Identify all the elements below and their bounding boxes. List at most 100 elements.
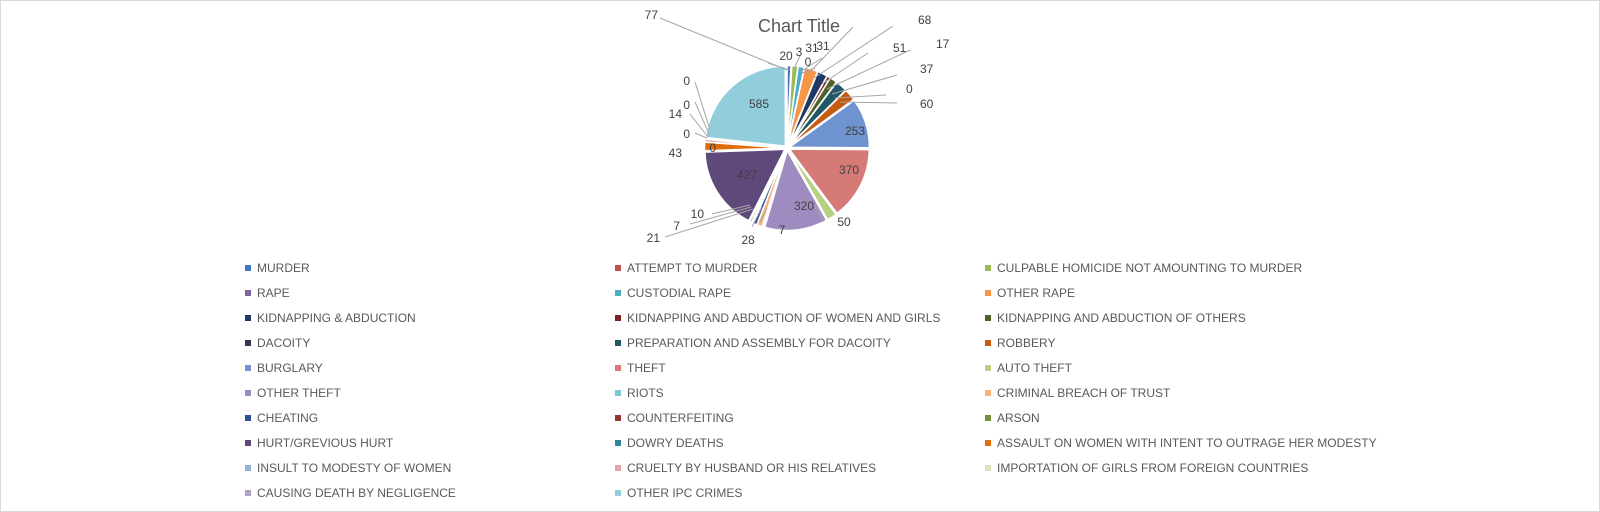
pie-slice-auto-theft [787, 149, 838, 221]
legend-swatch [985, 264, 991, 271]
legend-item: DACOITY [245, 330, 615, 355]
data-label-inside: 320 [794, 199, 814, 213]
legend-item: CRIMINAL BREACH OF TRUST [985, 380, 1385, 405]
legend-label: CHEATING [257, 411, 319, 426]
data-label: 43 [669, 146, 683, 160]
legend-item: CHEATING [245, 406, 615, 431]
legend-label: KIDNAPPING AND ABDUCTION OF OTHERS [997, 310, 1246, 325]
leader-line [799, 57, 823, 73]
pie-slice-hurt-grevious-hurt [704, 148, 787, 222]
legend-label: OTHER THEFT [257, 386, 341, 401]
leader-line [689, 113, 709, 138]
pie-slice-other-ipc-crimes [704, 65, 787, 147]
leader-line [834, 94, 887, 99]
data-label: 21 [647, 231, 661, 245]
legend-item: RAPE [245, 280, 615, 305]
legend-label: IMPORTATION OF GIRLS FROM FOREIGN COUNTR… [997, 461, 1309, 476]
data-label-inside: 585 [749, 97, 769, 111]
data-label: 10 [691, 207, 705, 221]
data-label: 7 [779, 223, 786, 237]
data-label: 0 [805, 55, 812, 69]
legend-item: MURDER [245, 255, 615, 280]
legend-label: KIDNAPPING AND ABDUCTION OF WOMEN AND GI… [627, 310, 941, 325]
legend-swatch [615, 415, 621, 422]
data-label: 50 [837, 215, 851, 229]
legend-swatch [245, 440, 251, 447]
legend-label: RAPE [257, 285, 290, 300]
legend-item: ATTEMPT TO MURDER [615, 255, 985, 280]
legend-swatch [985, 314, 991, 321]
legend-swatch [615, 390, 621, 397]
leader-line [751, 206, 763, 228]
legend-label: ATTEMPT TO MURDER [627, 260, 758, 275]
legend-label: OTHER RAPE [997, 285, 1076, 300]
legend-swatch [245, 490, 251, 497]
legend-item: CRUELTY BY HUSBAND OR HIS RELATIVES [615, 456, 985, 481]
legend-swatch [615, 314, 621, 321]
leader-line [689, 206, 752, 225]
legend-label: THEFT [627, 360, 666, 375]
leader-line [759, 207, 768, 223]
legend-item: COUNTERFEITING [615, 406, 985, 431]
legend-item: DOWRY DEATHS [615, 431, 985, 456]
data-label: 37 [920, 62, 934, 76]
data-label: 28 [741, 233, 755, 247]
inside-data-labels: 253 370 320 427 585 [737, 97, 865, 213]
legend-swatch [245, 415, 251, 422]
data-label: 51 [893, 41, 907, 55]
legend-swatch [615, 490, 621, 497]
legend-item: KIDNAPPING AND ABDUCTION OF OTHERS [985, 305, 1385, 330]
legend-swatch [985, 465, 991, 472]
legend-swatch [615, 289, 621, 296]
legend-label: DACOITY [257, 335, 311, 350]
data-label-inside: 370 [839, 163, 859, 177]
data-label: 0 [709, 141, 716, 155]
data-label: 3 [796, 45, 803, 59]
legend-swatch [245, 339, 251, 346]
legend-swatch [245, 364, 251, 371]
data-label: 77 [645, 8, 659, 22]
leader-line [821, 52, 869, 85]
pie-slice-other-theft [763, 148, 828, 232]
legend-item: OTHER RAPE [985, 280, 1385, 305]
legend-label: COUNTERFEITING [627, 411, 734, 426]
data-label: 31 [816, 39, 830, 53]
legend-label: PREPARATION AND ASSEMBLY FOR DACOITY [627, 335, 891, 350]
pie-slices [703, 64, 871, 232]
legend-item: OTHER THEFT [245, 380, 615, 405]
leader-line [807, 26, 854, 75]
leader-line [813, 25, 894, 79]
legend-item: IMPORTATION OF GIRLS FROM FOREIGN COUNTR… [985, 456, 1385, 481]
pie-slice-cruelty-by-husband-or-his-relatives [703, 138, 785, 149]
legend-item: CUSTODIAL RAPE [615, 280, 985, 305]
legend-swatch [245, 314, 251, 321]
legend-label: RIOTS [627, 386, 664, 401]
leader-line [839, 101, 898, 104]
legend-label: BURGLARY [257, 360, 323, 375]
legend-item: PREPARATION AND ASSEMBLY FOR DACOITY [615, 330, 985, 355]
leader-line [767, 62, 790, 71]
data-label: 20 [779, 49, 793, 63]
data-label: 0 [683, 74, 690, 88]
legend-label: OTHER IPC CRIMES [627, 486, 743, 501]
leader-line [711, 204, 751, 215]
pie-slice-theft [787, 148, 870, 215]
leader-line [694, 101, 710, 135]
legend-swatch [615, 440, 621, 447]
legend-swatch [985, 415, 991, 422]
data-label: 0 [683, 127, 690, 141]
legend-swatch [245, 390, 251, 397]
legend-item: INSULT TO MODESTY OF WOMEN [245, 456, 615, 481]
legend-item: ASSAULT ON WOMEN WITH INTENT TO OUTRAGE … [985, 431, 1385, 456]
legend-swatch [615, 339, 621, 346]
legend-item: CAUSING DEATH BY NEGLIGENCE [245, 481, 615, 506]
data-label: 17 [936, 37, 950, 51]
legend-swatch [615, 364, 621, 371]
legend-swatch [985, 364, 991, 371]
leader-line [831, 74, 898, 95]
legend-label: CRIMINAL BREACH OF TRUST [997, 386, 1171, 401]
data-label: 60 [920, 97, 934, 111]
legend-label: DOWRY DEATHS [627, 436, 724, 451]
leader-line [694, 132, 708, 139]
